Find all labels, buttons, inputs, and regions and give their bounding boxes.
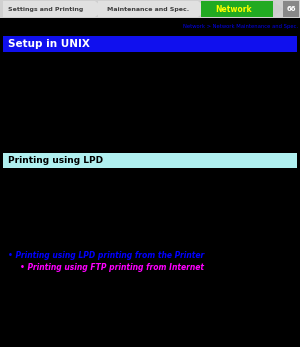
Text: Maintenance and Spec.: Maintenance and Spec. [107, 7, 189, 11]
Polygon shape [273, 1, 283, 17]
Bar [3, 36, 297, 52]
FancyBboxPatch shape [98, 1, 198, 17]
Text: • Printing using LPD printing from the Printer: • Printing using LPD printing from the P… [8, 252, 204, 261]
Text: • Printing using FTP printing from Internet: • Printing using FTP printing from Inter… [20, 263, 204, 272]
Text: Network: Network [216, 5, 252, 14]
Bar [0, 0, 300, 18]
Text: Setup in UNIX: Setup in UNIX [8, 39, 90, 49]
Polygon shape [95, 1, 105, 17]
Polygon shape [198, 1, 208, 17]
Text: 66: 66 [286, 6, 296, 12]
Bar [3, 153, 297, 168]
Text: Network > Network Maintenance and Spec.: Network > Network Maintenance and Spec. [183, 24, 298, 28]
Text: Settings and Printing: Settings and Printing [8, 7, 84, 11]
Bar [283, 1, 299, 17]
Text: Printing using LPD: Printing using LPD [8, 156, 103, 165]
FancyBboxPatch shape [201, 1, 273, 17]
FancyBboxPatch shape [3, 1, 95, 17]
